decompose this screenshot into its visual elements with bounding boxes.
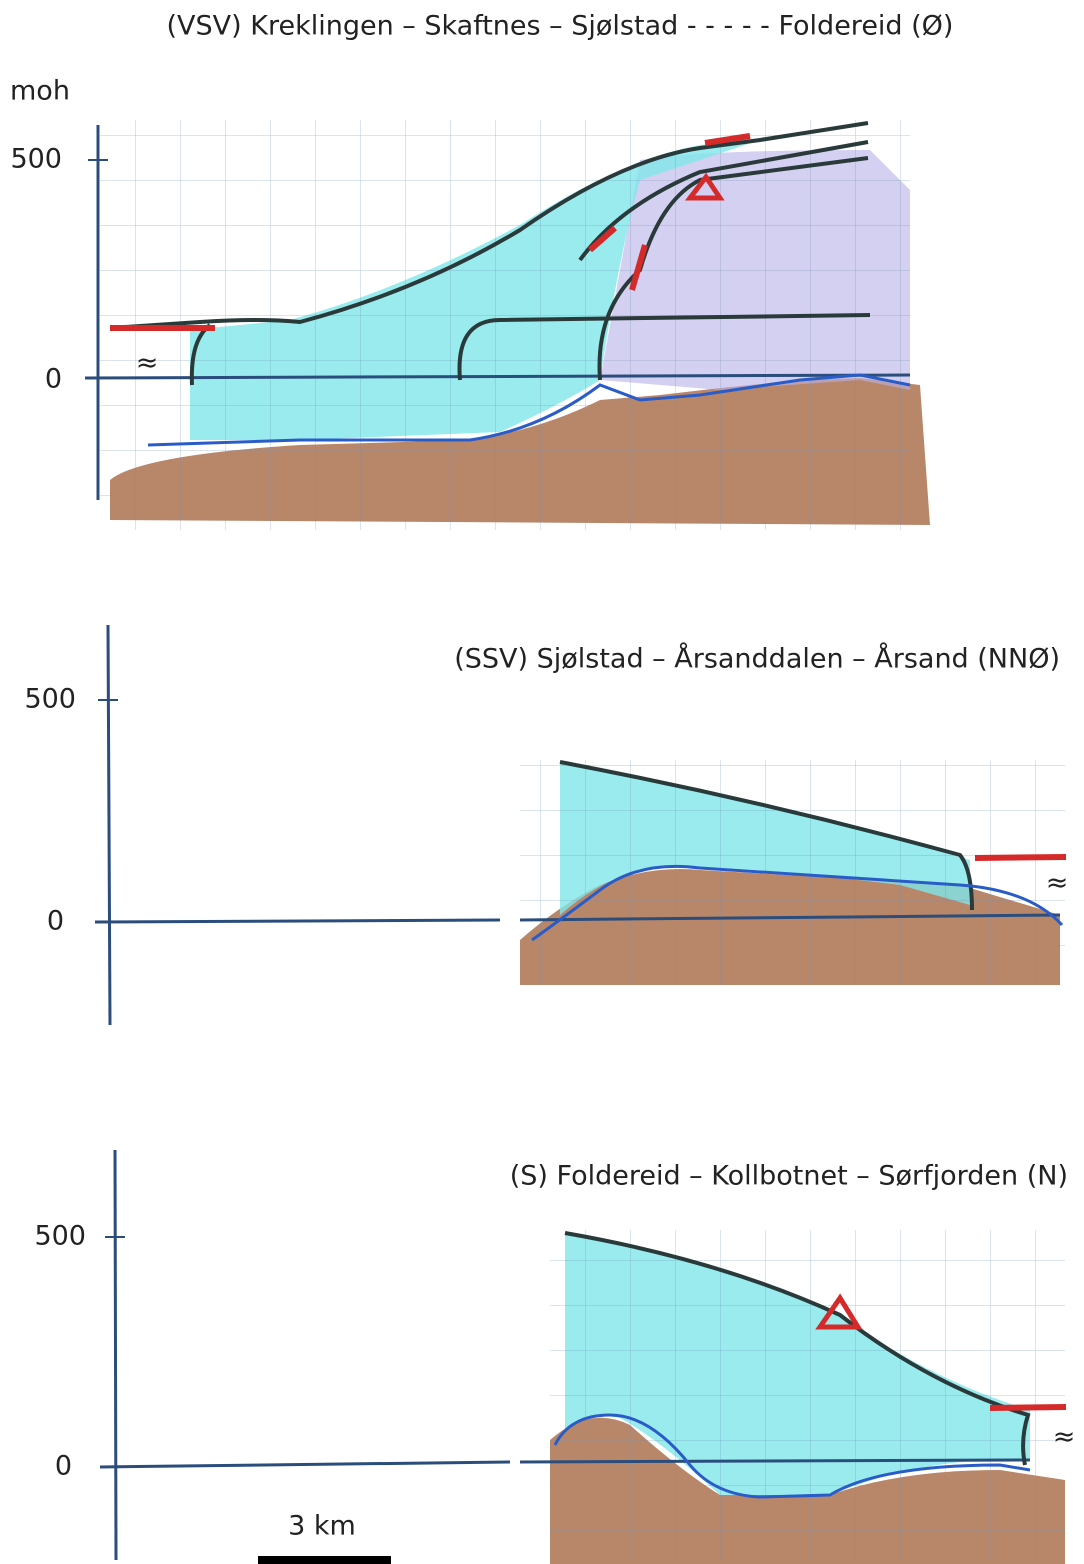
break-symbol: ≈: [136, 348, 159, 379]
unit-label: moh: [10, 76, 70, 107]
axis: [99, 1460, 511, 1469]
scale-bar: 3 km: [258, 1511, 391, 1564]
y-tick-label: 0: [47, 906, 64, 937]
scale-label: 3 km: [288, 1511, 356, 1542]
panel-title: (SSV) Sjølstad – Årsanddalen – Årsand (N…: [454, 643, 1060, 675]
marine: [704, 133, 751, 146]
surface: [559, 760, 974, 911]
axis: [519, 1458, 1031, 1464]
rect: [258, 1556, 391, 1564]
y-tick-label: 500: [24, 684, 76, 715]
panel-2: (SSV) Sjølstad – Årsanddalen – Årsand (N…: [24, 624, 1069, 1026]
axis: [113, 1149, 118, 1561]
rect: [550, 1230, 1065, 1560]
axis: [106, 624, 112, 1026]
bed: [553, 1413, 1031, 1499]
bed: [147, 373, 911, 447]
rect: [100, 120, 910, 530]
marine: [629, 244, 648, 291]
y-tick-label: 0: [55, 1451, 72, 1482]
tri: [815, 1293, 863, 1330]
axis: [84, 373, 911, 380]
surface: [564, 1231, 1031, 1466]
break-symbol: ≈: [1046, 868, 1069, 899]
panel-3: (S) Foldereid – Kollbotnet – Sørfjorden …: [34, 1149, 1076, 1564]
axis: [519, 913, 1061, 922]
y-tick-label: 500: [10, 144, 62, 175]
surface: [109, 121, 869, 330]
axis: [94, 918, 501, 924]
tri: [684, 172, 725, 201]
y-tick-label: 0: [45, 364, 62, 395]
panel-title: (VSV) Kreklingen – Skaftnes – Sjølstad -…: [167, 11, 954, 42]
surface: [457, 313, 871, 381]
panel-1: (VSV) Kreklingen – Skaftnes – Sjølstad -…: [10, 11, 954, 530]
bed: [531, 864, 1064, 942]
marine: [989, 1404, 1067, 1411]
panel-title: (S) Foldereid – Kollbotnet – Sørfjorden …: [510, 1161, 1068, 1192]
marine: [588, 225, 617, 253]
marine: [974, 854, 1067, 861]
break-symbol: ≈: [1053, 1422, 1076, 1453]
y-tick-label: 500: [34, 1221, 86, 1252]
rect: [520, 760, 1065, 985]
